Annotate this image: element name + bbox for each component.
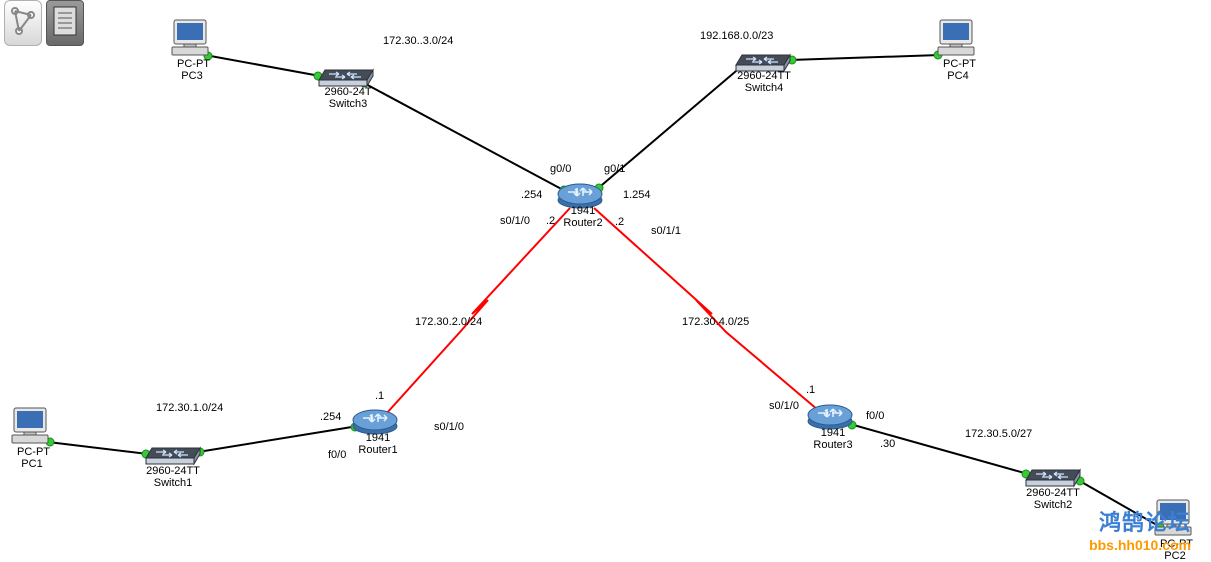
device-pc4[interactable] bbox=[938, 20, 974, 55]
lbl-r2-s011: s0/1/1 bbox=[651, 225, 681, 237]
cap-sw3: 2960-24TSwitch3 bbox=[320, 86, 376, 110]
cap-pc4: PC-PTPC4 bbox=[943, 58, 973, 82]
lbl-r2-l2: .2 bbox=[546, 215, 555, 227]
cap-r1: 1941Router1 bbox=[358, 432, 398, 456]
device-sw1[interactable] bbox=[146, 448, 200, 464]
device-r3[interactable] bbox=[808, 405, 852, 429]
lbl-r2-r2: .2 bbox=[615, 216, 624, 228]
lbl-net-sw1: 172.30.1.0/24 bbox=[156, 402, 223, 414]
cap-sw1: 2960-24TTSwitch1 bbox=[143, 465, 203, 489]
lbl-r2-1254: 1.254 bbox=[623, 189, 651, 201]
lbl-r2-254: .254 bbox=[521, 189, 542, 201]
cap-r2: 1941Router2 bbox=[563, 205, 603, 229]
cap-sw4: 2960-24TTSwitch4 bbox=[734, 70, 794, 94]
lbl-r3-1: .1 bbox=[806, 384, 815, 396]
link-r2-r3[interactable] bbox=[594, 208, 818, 410]
link-sw3-r2[interactable] bbox=[362, 82, 567, 192]
device-pc1[interactable] bbox=[12, 408, 48, 443]
device-sw2[interactable] bbox=[1026, 470, 1080, 486]
link-pc4-sw4[interactable] bbox=[790, 55, 940, 60]
watermark-title: 鸿鹄论坛 bbox=[1099, 505, 1191, 537]
lbl-r2-g00: g0/0 bbox=[550, 163, 571, 175]
lbl-net-sw2: 172.30.5.0/27 bbox=[965, 428, 1032, 440]
cap-pc1: PC-PTPC1 bbox=[17, 446, 47, 470]
lbl-net-sw4: 192.168.0.0/23 bbox=[700, 30, 773, 42]
lbl-net-r2r3: 172.30.4.0/25 bbox=[682, 316, 749, 328]
lbl-r1-f00: f0/0 bbox=[328, 449, 346, 461]
lbl-r2-s010: s0/1/0 bbox=[500, 215, 530, 227]
lbl-r3-f00: f0/0 bbox=[866, 410, 884, 422]
lbl-r3-30: .30 bbox=[880, 438, 895, 450]
lbl-net-r2r1: 172.30.2.0/24 bbox=[415, 316, 482, 328]
device-sw4[interactable] bbox=[736, 55, 790, 71]
lbl-r1-1: .1 bbox=[375, 390, 384, 402]
lbl-r2-g01: g0/1 bbox=[604, 163, 625, 175]
cap-sw2: 2960-24TTSwitch2 bbox=[1023, 487, 1083, 511]
device-sw3[interactable] bbox=[319, 70, 373, 86]
lbl-r1-s010: s0/1/0 bbox=[434, 421, 464, 433]
lbl-r3-s010: s0/1/0 bbox=[769, 400, 799, 412]
device-r1[interactable] bbox=[353, 410, 397, 434]
link-r2-r1[interactable] bbox=[386, 208, 570, 414]
watermark-url: bbs.hh010.com bbox=[1089, 537, 1191, 553]
lbl-r1-254: .254 bbox=[320, 411, 341, 423]
link-pc3-sw3[interactable] bbox=[205, 55, 320, 76]
lbl-net-sw3: 172.30..3.0/24 bbox=[383, 35, 453, 47]
device-pc3[interactable] bbox=[172, 20, 208, 55]
link-sw1-pc1[interactable] bbox=[48, 442, 148, 454]
cap-pc3: PC-PTPC3 bbox=[177, 58, 207, 82]
cap-r3: 1941Router3 bbox=[813, 427, 853, 451]
